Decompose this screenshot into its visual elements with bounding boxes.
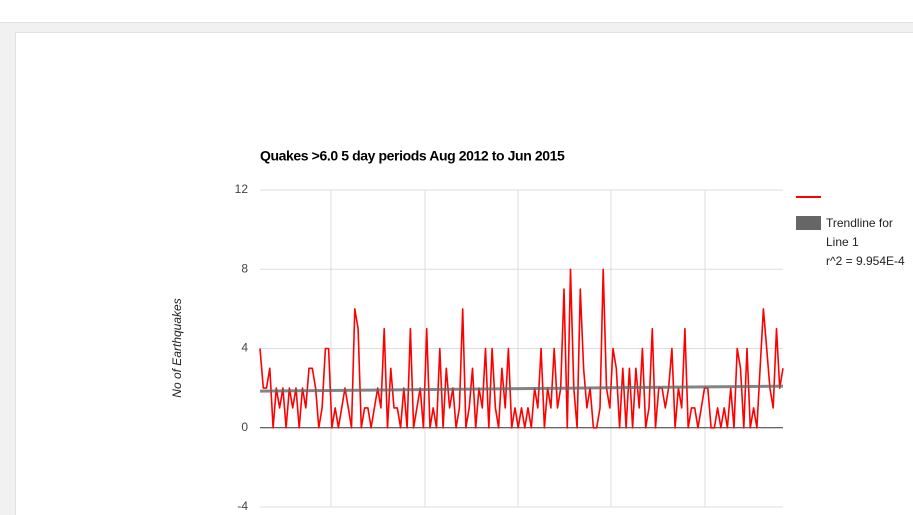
legend-label: r^2 = 9.954E-4 <box>826 254 905 268</box>
top-bar <box>0 0 913 23</box>
y-tick-label: 12 <box>235 182 249 196</box>
y-tick-label: 0 <box>241 420 248 434</box>
trendline <box>259 384 784 393</box>
chart-card <box>15 32 913 515</box>
legend-label: Trendline for Line 1 <box>826 216 893 249</box>
legend-swatch <box>796 216 821 230</box>
chart-title: Quakes >6.0 5 day periods Aug 2012 to Ju… <box>260 148 565 164</box>
data-line <box>259 268 784 429</box>
y-axis-title: No of Earthquakes <box>170 298 184 397</box>
y-tick-label: 8 <box>241 261 248 275</box>
y-tick-label: -4 <box>237 499 248 513</box>
y-tick-label: 4 <box>241 341 248 355</box>
